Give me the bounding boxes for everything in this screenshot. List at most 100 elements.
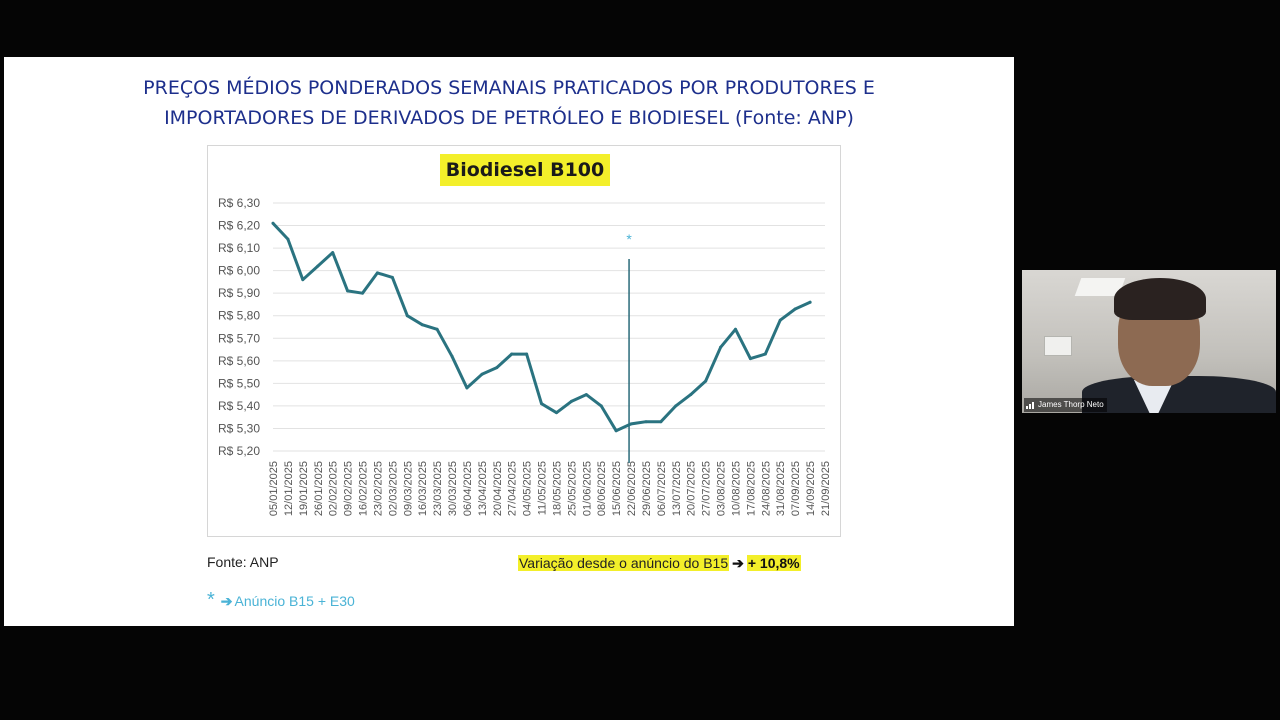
x-tick-label: 03/08/2025	[716, 461, 728, 516]
slide-title-line-2: IMPORTADORES DE DERIVADOS DE PETRÓLEO E …	[164, 107, 854, 129]
presentation-slide: PREÇOS MÉDIOS PONDERADOS SEMANAIS PRATIC…	[4, 57, 1014, 626]
x-tick-label: 06/07/2025	[656, 461, 668, 516]
y-tick-label: R$ 5,50	[218, 376, 260, 390]
data-point	[808, 300, 812, 304]
variation-note: Variação desde o anúncio do B15 ➔ + 10,8%	[518, 552, 801, 574]
x-tick-label: 01/06/2025	[581, 461, 593, 516]
y-tick-label: R$ 6,00	[218, 264, 260, 278]
x-tick-label: 27/07/2025	[701, 461, 713, 516]
air-conditioner	[1044, 336, 1072, 356]
y-tick-label: R$ 5,90	[218, 286, 260, 300]
y-tick-label: R$ 5,40	[218, 399, 260, 413]
x-tick-label: 30/03/2025	[447, 461, 459, 516]
y-tick-label: R$ 6,10	[218, 241, 260, 255]
x-tick-label: 29/06/2025	[641, 461, 653, 516]
x-tick-label: 13/07/2025	[671, 461, 683, 516]
participant-name-tag: James Thorp Neto	[1024, 398, 1107, 412]
y-tick-label: R$ 5,20	[218, 444, 260, 458]
x-tick-label: 27/04/2025	[507, 461, 519, 516]
x-tick-label: 22/06/2025	[626, 461, 638, 516]
chart-title: Biodiesel B100	[440, 154, 610, 186]
announcement-note: * ➔ Anúncio B15 + E30	[207, 589, 355, 616]
x-tick-label: 26/01/2025	[313, 461, 325, 516]
data-point	[495, 366, 499, 370]
y-tick-label: R$ 5,70	[218, 331, 260, 345]
data-point	[420, 323, 424, 327]
star-icon: *	[207, 589, 215, 611]
data-point	[301, 278, 305, 282]
x-tick-label: 15/06/2025	[611, 461, 623, 516]
participant-name: James Thorp Neto	[1038, 400, 1104, 409]
data-point	[525, 352, 529, 356]
announcement-note-text: Anúncio B15 + E30	[234, 593, 355, 609]
x-tick-label: 16/03/2025	[417, 461, 429, 516]
x-tick-label: 18/05/2025	[551, 461, 563, 516]
arrow-right-icon: ➔	[732, 555, 744, 571]
data-point	[599, 404, 603, 408]
data-point	[405, 314, 409, 318]
data-point	[316, 264, 320, 268]
data-point	[271, 221, 275, 225]
data-point	[346, 289, 350, 293]
data-point	[763, 352, 767, 356]
x-tick-label: 23/03/2025	[432, 461, 444, 516]
signal-bars-icon	[1026, 401, 1034, 409]
y-tick-label: R$ 6,30	[218, 196, 260, 210]
data-point	[733, 327, 737, 331]
participant-hair	[1114, 278, 1206, 320]
data-point	[480, 372, 484, 376]
x-tick-label: 19/01/2025	[298, 461, 310, 516]
y-tick-label: R$ 5,30	[218, 421, 260, 435]
data-point	[719, 345, 723, 349]
data-point	[584, 393, 588, 397]
x-tick-label: 13/04/2025	[477, 461, 489, 516]
x-tick-label: 20/04/2025	[492, 461, 504, 516]
data-point	[659, 420, 663, 424]
announcement-star: *	[626, 231, 632, 247]
x-tick-label: 17/08/2025	[745, 461, 757, 516]
data-point	[331, 251, 335, 255]
chart-container: R$ 6,30 R$ 6,20 R$ 6,10 R$ 6,00 R$ 5,90 R$ 5,…	[207, 145, 841, 537]
x-tick-label: 05/01/2025	[268, 461, 280, 516]
variation-label: Variação desde o anúncio do B15	[518, 555, 730, 571]
data-point	[465, 386, 469, 390]
line-chart: R$ 6,30 R$ 6,20 R$ 6,10 R$ 6,00 R$ 5,90 R$ 5,…	[218, 196, 832, 516]
data-point	[629, 422, 633, 426]
x-tick-label: 23/02/2025	[372, 461, 384, 516]
x-tick-label: 21/09/2025	[820, 461, 832, 516]
x-tick-label: 09/03/2025	[402, 461, 414, 516]
x-tick-label: 04/05/2025	[522, 461, 534, 516]
data-point	[778, 318, 782, 322]
x-tick-label: 09/02/2025	[343, 461, 355, 516]
x-tick-label: 02/02/2025	[328, 461, 340, 516]
y-tick-label: R$ 6,20	[218, 219, 260, 233]
y-tick-label: R$ 5,60	[218, 354, 260, 368]
slide-title: PREÇOS MÉDIOS PONDERADOS SEMANAIS PRATIC…	[4, 73, 1014, 133]
x-tick-label: 07/09/2025	[790, 461, 802, 516]
data-point	[704, 379, 708, 383]
data-point	[450, 354, 454, 358]
data-point	[390, 275, 394, 279]
data-point	[540, 402, 544, 406]
x-tick-label: 24/08/2025	[760, 461, 772, 516]
x-tick-label: 08/06/2025	[596, 461, 608, 516]
arrow-right-icon: ➔	[220, 593, 233, 609]
x-tick-label: 02/03/2025	[387, 461, 399, 516]
data-point	[644, 420, 648, 424]
participant-video-tile[interactable]: James Thorp Neto	[1022, 270, 1276, 413]
data-point	[375, 271, 379, 275]
data-point	[435, 327, 439, 331]
data-point	[510, 352, 514, 356]
x-tick-label: 10/08/2025	[730, 461, 742, 516]
series-line	[271, 221, 812, 433]
x-tick-label: 12/01/2025	[283, 461, 295, 516]
data-point	[689, 393, 693, 397]
data-point	[748, 357, 752, 361]
data-point	[674, 404, 678, 408]
x-tick-label: 06/04/2025	[462, 461, 474, 516]
x-tick-label: 14/09/2025	[805, 461, 817, 516]
x-tick-label: 11/05/2025	[537, 461, 549, 515]
data-point	[286, 237, 290, 241]
x-tick-label: 20/07/2025	[686, 461, 698, 516]
variation-value: + 10,8%	[746, 555, 801, 571]
